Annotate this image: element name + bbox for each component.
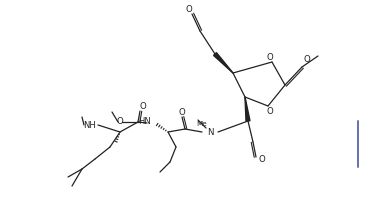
Text: O: O bbox=[267, 107, 273, 116]
Text: HN: HN bbox=[138, 117, 151, 126]
Text: O: O bbox=[186, 5, 192, 14]
Text: O: O bbox=[179, 108, 185, 117]
Polygon shape bbox=[214, 53, 233, 74]
Text: O: O bbox=[140, 102, 146, 111]
Text: O: O bbox=[267, 53, 273, 62]
Text: O: O bbox=[304, 55, 310, 64]
Text: O: O bbox=[117, 117, 124, 126]
Text: Me: Me bbox=[197, 120, 207, 126]
Text: O: O bbox=[259, 155, 265, 164]
Text: NH: NH bbox=[84, 121, 96, 130]
Polygon shape bbox=[245, 98, 250, 122]
Text: N: N bbox=[207, 128, 213, 137]
